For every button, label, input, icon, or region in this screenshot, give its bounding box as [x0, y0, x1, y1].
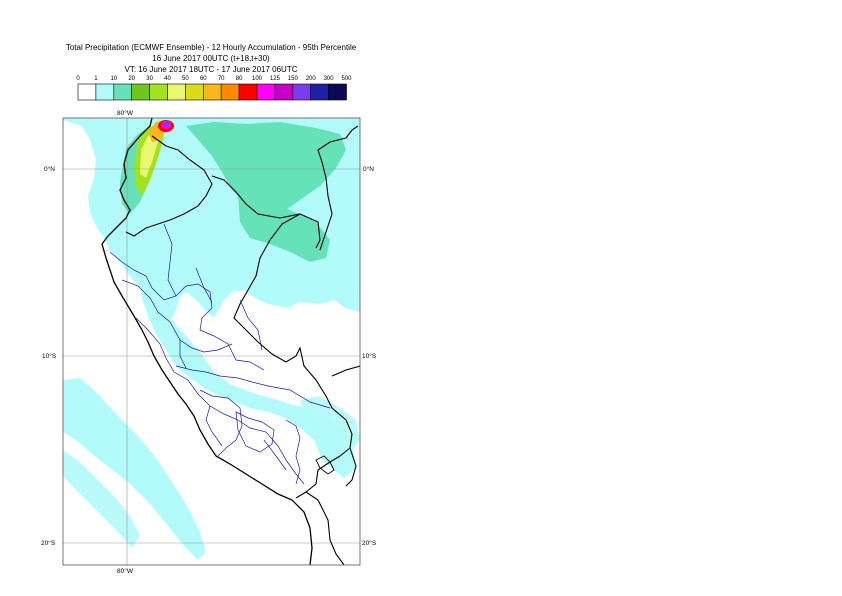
precip-40-50	[140, 130, 158, 178]
legend-swatch	[328, 83, 347, 101]
lat-label-10-right: 10°S	[362, 352, 377, 360]
lake-titicaca	[315, 455, 335, 475]
legend-tick-label: 150	[288, 76, 299, 82]
legend-tick-label: 60	[200, 76, 207, 82]
legend-tick-label: 50	[182, 76, 189, 82]
admin-boundaries	[109, 223, 331, 485]
ecuador-colombia-border	[125, 135, 213, 237]
legend-tick-label: 500	[341, 76, 352, 82]
legend-tick-label: 70	[218, 76, 225, 82]
coastline	[101, 118, 313, 565]
lon-label-bottom: 80°W	[117, 567, 134, 575]
legend-tick-label: 200	[306, 76, 317, 82]
legend-tick-label: 80	[236, 76, 243, 82]
lat-label-20-right: 20°S	[362, 539, 377, 547]
run-time: 16 June 2017 00UTC (t+18,t+30)	[152, 54, 270, 63]
lat-label-20-left: 20°S	[41, 539, 56, 547]
chile-bolivia-border	[305, 491, 345, 565]
colombia-brazil-border	[317, 125, 359, 251]
precip-10-20-north	[186, 122, 346, 214]
precip-peak-violet	[163, 121, 169, 127]
brazil-bolivia-border	[331, 365, 360, 377]
legend-tick-label: 1	[94, 76, 98, 82]
legend-tick-label: 10	[110, 76, 117, 82]
peru-bolivia-border	[295, 455, 341, 499]
legend-tick-label: 20	[128, 76, 135, 82]
precip-10-20-west	[238, 196, 330, 262]
lat-label-0-right: 0°N	[363, 165, 374, 173]
precip-area-ocean1	[63, 378, 206, 560]
legend-tick-label: 0	[76, 76, 80, 82]
precip-area-se	[300, 396, 360, 450]
precip-area-ocean2	[63, 450, 140, 548]
lat-label-10-left: 10°S	[42, 352, 57, 360]
legend-tick-label: 125	[270, 76, 281, 82]
legend-tick-label: 300	[324, 76, 335, 82]
color-legend: 0 1 10 20 30 40 50 60 70 80 100 125 150 200 300 500	[76, 76, 352, 101]
chart-title: Total Precipitation (ECMWF Ensemble) - 1…	[65, 43, 357, 52]
map-frame	[62, 117, 361, 566]
graticule	[63, 118, 360, 565]
legend-tick-label: 100	[252, 76, 263, 82]
country-borders	[101, 118, 360, 565]
bolivia-east-border	[345, 447, 357, 487]
precip-area-andes	[140, 270, 356, 478]
peru-brazil-border	[233, 213, 353, 457]
legend-tick-label: 40	[164, 76, 171, 82]
valid-time: VT: 16 June 2017 18UTC - 17 June 2017 06…	[124, 65, 298, 74]
lat-label-0-left: 0°N	[44, 165, 55, 173]
peru-colombia-border	[211, 175, 321, 249]
lon-label-top: 80°W	[117, 109, 134, 117]
legend-tick-label: 30	[146, 76, 153, 82]
